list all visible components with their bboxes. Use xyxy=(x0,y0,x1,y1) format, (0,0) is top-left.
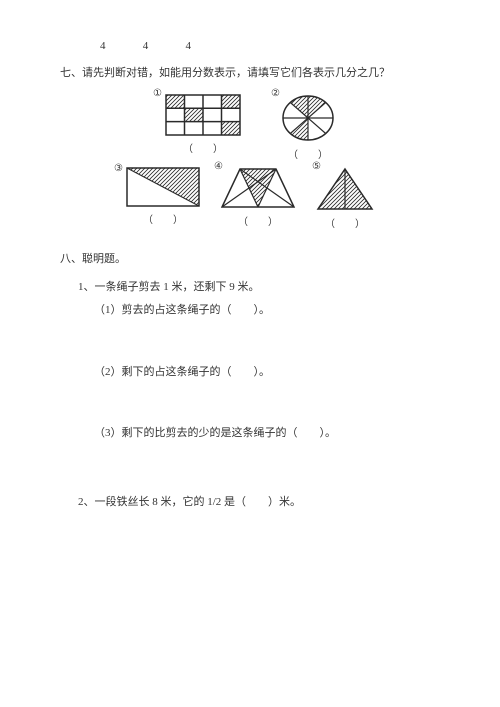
question-1-3: （3）剩下的比剪去的少的是这条绳子的（ ）。 xyxy=(94,425,440,443)
figure-2: ② （ ） xyxy=(281,94,335,161)
num-1: 4 xyxy=(100,40,140,52)
figure-5: ⑤ （ ） xyxy=(316,167,374,230)
figure-3-caption: （ ） xyxy=(143,211,183,226)
figure-2-caption: （ ） xyxy=(288,146,328,161)
figure-5-caption: （ ） xyxy=(325,215,365,230)
section-7-title: 七、请先判断对错，如能用分数表示，请填写它们各表示几分之几？ xyxy=(60,64,440,80)
figure-1: ① （ ） xyxy=(165,94,241,161)
rectangle-diagonal-icon xyxy=(126,167,200,207)
num-2: 4 xyxy=(143,40,183,52)
num-3: 4 xyxy=(186,40,226,52)
question-1-2: （2）剩下的占这条绳子的（ ）。 xyxy=(94,364,440,382)
figure-4: ④ （ ） xyxy=(220,167,296,230)
top-numbers: 4 4 4 xyxy=(100,40,440,52)
figures-row-2: ③ （ ） ④ xyxy=(60,167,440,230)
figure-5-number: ⑤ xyxy=(312,161,321,172)
figure-1-caption: （ ） xyxy=(183,140,223,155)
question-2: 2、一段铁丝长 8 米，它的 1/2 是（ ）米。 xyxy=(78,493,440,509)
question-1: 1、一条绳子剪去 1 米，还剩下 9 米。 xyxy=(78,278,440,294)
figure-1-number: ① xyxy=(153,88,162,99)
figure-3: ③ （ ） xyxy=(126,167,200,230)
grid-rectangle-icon xyxy=(165,94,241,136)
pie-circle-icon xyxy=(281,94,335,142)
figure-2-number: ② xyxy=(271,88,280,99)
trapezoid-icon xyxy=(220,167,296,209)
section-8-title: 八、聪明题。 xyxy=(60,250,440,266)
figure-4-caption: （ ） xyxy=(238,213,278,228)
question-1-1: （1）剪去的占这条绳子的（ ）。 xyxy=(94,302,440,320)
figure-4-number: ④ xyxy=(214,161,223,172)
triangle-icon xyxy=(316,167,374,211)
figure-3-number: ③ xyxy=(114,163,123,174)
figures-row-1: ① （ ） ② xyxy=(60,94,440,161)
